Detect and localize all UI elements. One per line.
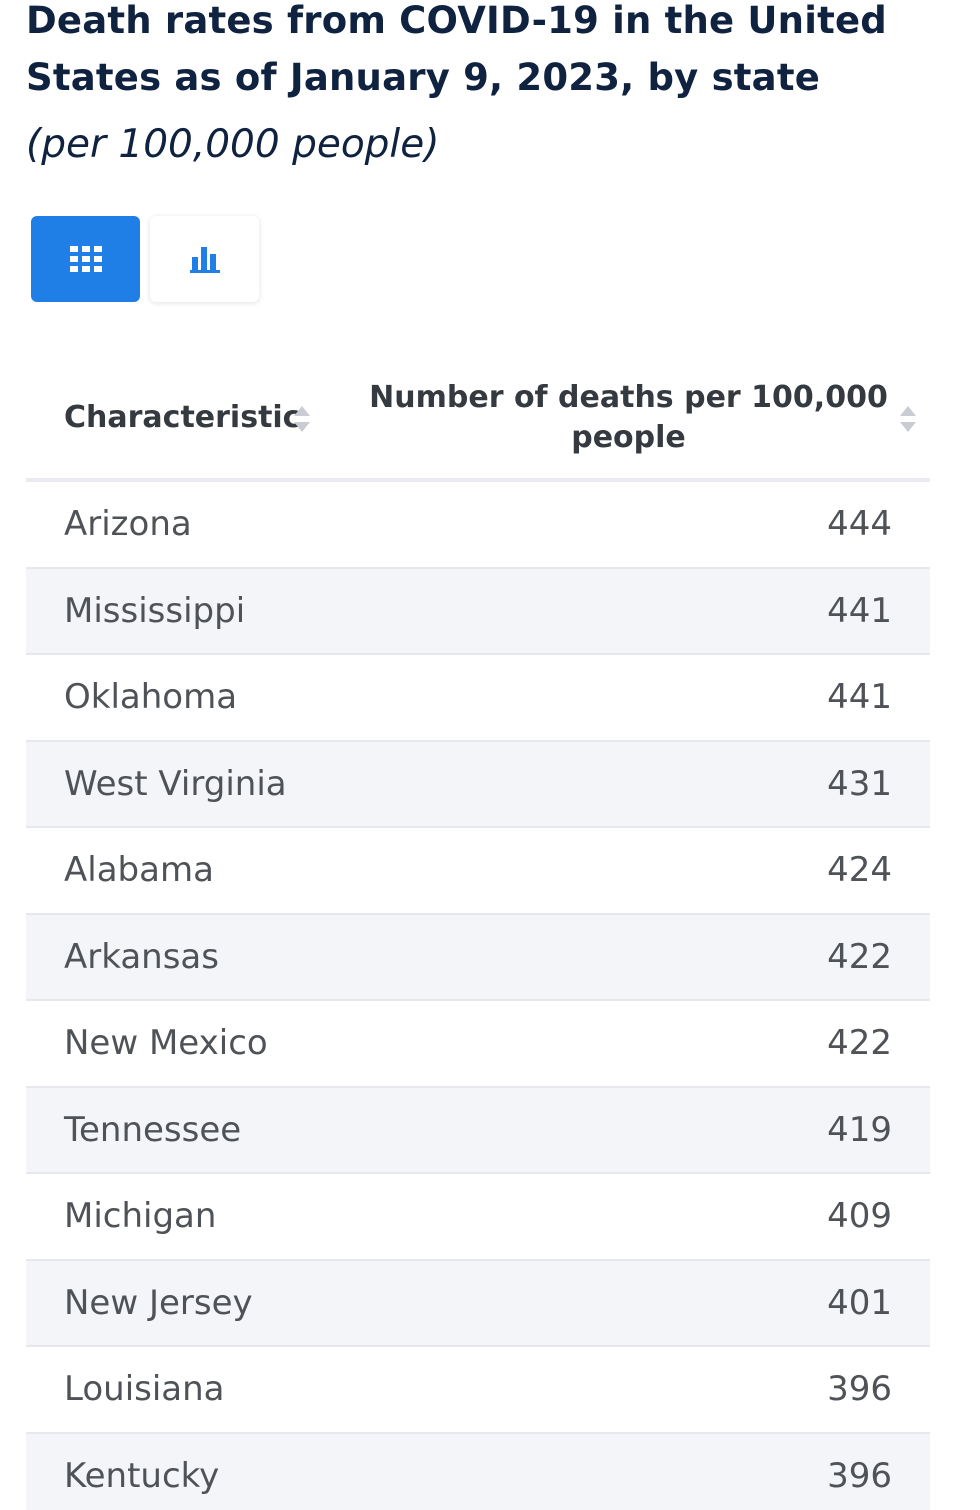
row-value: 396 (827, 1369, 892, 1409)
row-label: Mississippi (64, 590, 246, 631)
row-value: 422 (827, 1023, 892, 1063)
row-value: 419 (827, 1109, 892, 1150)
table-row: Tennessee 419 (26, 1087, 930, 1174)
row-label: Arizona (64, 504, 192, 544)
row-value: 444 (827, 504, 892, 544)
table-row: Michigan 409 (26, 1174, 930, 1261)
chart-subtitle: (per 100,000 people) (26, 122, 440, 167)
table-row: Mississippi 441 (26, 568, 930, 655)
row-label: Oklahoma (64, 677, 238, 717)
table-row: Arizona 444 (26, 482, 930, 569)
row-value: 409 (827, 1196, 892, 1236)
bar-chart-icon (189, 247, 220, 273)
row-label: Tennessee (64, 1109, 242, 1150)
column-header-characteristic[interactable]: Characteristic (64, 400, 301, 435)
row-label: Alabama (64, 850, 214, 890)
table-view-button[interactable] (31, 216, 140, 302)
view-toggle (31, 216, 259, 302)
chart-title: Death rates from COVID-19 in the United … (26, 0, 887, 99)
row-label: Kentucky (64, 1455, 220, 1496)
row-value: 396 (827, 1455, 892, 1496)
row-value: 441 (827, 590, 892, 631)
row-value: 441 (827, 677, 892, 717)
table-row: Kentucky 396 (26, 1433, 930, 1510)
row-label: West Virginia (64, 763, 287, 804)
table-grid-icon (69, 246, 102, 272)
table-row: New Mexico 422 (26, 1001, 930, 1088)
chart-view-button[interactable] (150, 216, 259, 302)
table-row: Oklahoma 441 (26, 655, 930, 742)
row-label: Arkansas (64, 936, 219, 977)
table-row: New Jersey 401 (26, 1260, 930, 1347)
table-body: Arizona 444 Mississippi 441 Oklahoma 441 West … (26, 482, 930, 1510)
table-row: West Virginia 431 (26, 741, 930, 828)
row-value: 431 (827, 763, 892, 804)
table-row: Louisiana 396 (26, 1347, 930, 1434)
row-label: New Mexico (64, 1023, 268, 1063)
row-label: Louisiana (64, 1369, 225, 1409)
row-value: 424 (827, 850, 892, 890)
sort-arrows-icon[interactable] (292, 404, 312, 434)
row-label: New Jersey (64, 1282, 253, 1323)
column-header-value[interactable]: Number of deaths per 100,000 people (369, 380, 888, 455)
row-label: Michigan (64, 1196, 217, 1236)
table-row: Arkansas 422 (26, 914, 930, 1001)
data-table: Characteristic Number of deaths per 100,… (26, 360, 930, 1510)
row-value: 401 (827, 1282, 892, 1323)
row-value: 422 (827, 936, 892, 977)
table-header: Characteristic Number of deaths per 100,… (26, 360, 930, 482)
table-row: Alabama 424 (26, 828, 930, 915)
sort-arrows-icon[interactable] (898, 404, 918, 434)
